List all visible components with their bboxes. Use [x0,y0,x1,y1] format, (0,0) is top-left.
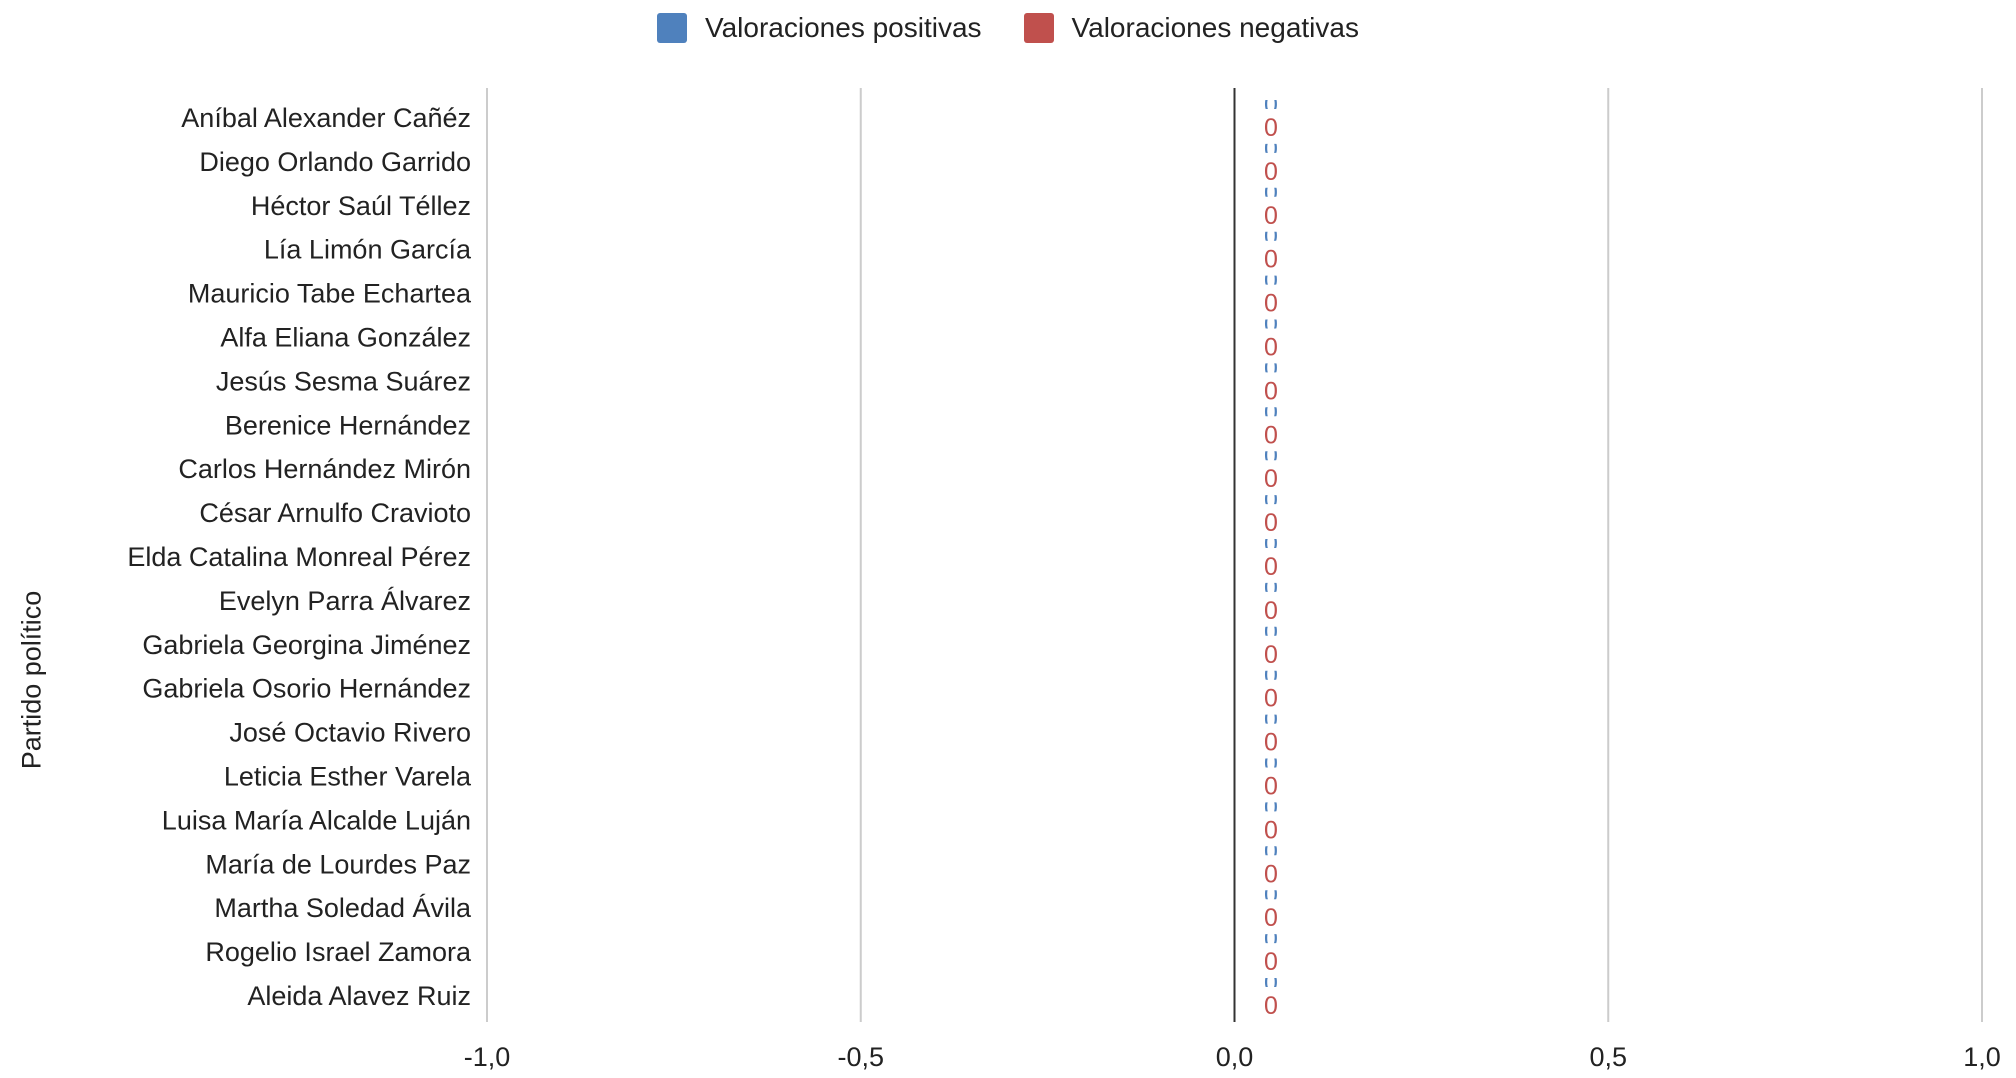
legend: Valoraciones positivas Valoraciones nega… [0,8,2016,48]
data-label-negative: 0 [1264,729,1278,757]
data-label-positive: 0 [1264,969,1278,997]
data-label-positive: 0 [1264,267,1278,295]
data-label-positive: 0 [1264,530,1278,558]
data-label-negative: 0 [1264,904,1278,932]
y-tick-label: Héctor Saúl Téllez [251,191,471,221]
legend-item-negative[interactable]: Valoraciones negativas [1023,12,1359,44]
y-tick-label: Leticia Esther Varela [224,762,472,792]
y-tick-label: Evelyn Parra Álvarez [219,586,471,616]
data-label-negative: 0 [1264,685,1278,713]
x-tick-label: -0,5 [837,1042,884,1072]
y-tick-label: María de Lourdes Paz [205,849,471,879]
x-tick-label: 0,5 [1589,1042,1627,1072]
y-tick-label: José Octavio Rivero [229,718,471,748]
data-label-positive: 0 [1264,837,1278,865]
x-tick-label: 1,0 [1963,1042,2001,1072]
data-label-positive: 0 [1264,91,1278,119]
y-tick-label: Mauricio Tabe Echartea [188,279,472,309]
y-tick-label: Jesús Sesma Suárez [216,366,471,396]
y-tick-label: Gabriela Osorio Hernández [142,674,471,704]
x-tick-label: 0,0 [1216,1042,1254,1072]
data-label-positive: 0 [1264,179,1278,207]
data-label-negative: 0 [1264,334,1278,362]
data-label-positive: 0 [1264,706,1278,734]
data-label-positive: 0 [1264,135,1278,163]
data-label-positive: 0 [1264,442,1278,470]
legend-label-positive: Valoraciones positivas [705,12,982,43]
data-label-positive: 0 [1264,881,1278,909]
y-tick-label: Lía Limón García [264,235,472,265]
y-tick-label: Berenice Hernández [225,410,471,440]
data-label-negative: 0 [1264,816,1278,844]
legend-swatch-positive [657,13,688,43]
data-label-positive: 0 [1264,574,1278,602]
data-label-negative: 0 [1264,114,1278,142]
data-label-negative: 0 [1264,597,1278,625]
y-tick-label: Aleida Alavez Ruiz [247,981,471,1011]
data-label-positive: 0 [1264,750,1278,778]
y-tick-label: Martha Soledad Ávila [214,893,472,923]
y-tick-label: Elda Catalina Monreal Pérez [127,542,471,572]
x-tick-label: -1,0 [464,1042,511,1072]
y-tick-label: Carlos Hernández Mirón [178,454,471,484]
data-label-positive: 0 [1264,398,1278,426]
data-label-negative: 0 [1264,641,1278,669]
data-label-positive: 0 [1264,662,1278,690]
data-label-negative: 0 [1264,553,1278,581]
legend-swatch-negative [1023,13,1054,43]
legend-label-negative: Valoraciones negativas [1071,12,1359,43]
data-label-negative: 0 [1264,992,1278,1020]
data-label-positive: 0 [1264,223,1278,251]
legend-item-positive[interactable]: Valoraciones positivas [657,12,982,44]
data-label-negative: 0 [1264,465,1278,493]
data-label-negative: 0 [1264,860,1278,888]
data-label-negative: 0 [1264,377,1278,405]
data-label-negative: 0 [1264,421,1278,449]
y-tick-label: Aníbal Alexander Cañéz [181,103,471,133]
data-label-positive: 0 [1264,618,1278,646]
data-label-positive: 0 [1264,925,1278,953]
data-label-negative: 0 [1264,948,1278,976]
y-tick-label: Rogelio Israel Zamora [205,937,472,967]
data-label-negative: 0 [1264,290,1278,318]
y-tick-label: Diego Orlando Garrido [199,147,471,177]
data-label-positive: 0 [1264,311,1278,339]
y-tick-label: Luisa María Alcalde Luján [162,805,471,835]
data-label-negative: 0 [1264,509,1278,537]
data-label-positive: 0 [1264,486,1278,514]
data-label-positive: 0 [1264,354,1278,382]
data-label-negative: 0 [1264,158,1278,186]
y-tick-label: Alfa Eliana González [220,323,471,353]
data-label-positive: 0 [1264,793,1278,821]
data-label-negative: 0 [1264,773,1278,801]
data-label-negative: 0 [1264,202,1278,230]
y-tick-label: César Arnulfo Cravioto [199,498,471,528]
y-tick-label: Gabriela Georgina Jiménez [142,630,471,660]
data-label-negative: 0 [1264,246,1278,274]
